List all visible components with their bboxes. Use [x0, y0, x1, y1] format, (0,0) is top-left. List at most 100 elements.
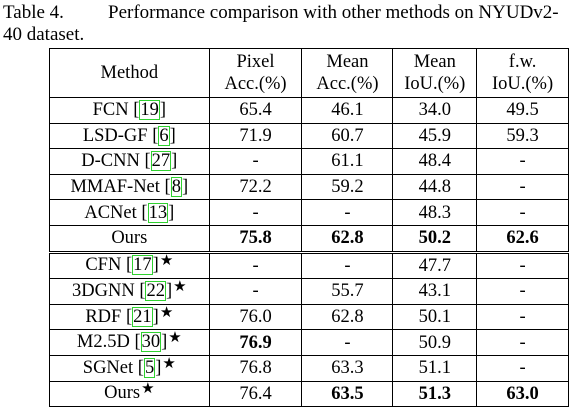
table-row: LSD-GF [6] 71.9 60.7 45.9 59.3: [49, 122, 569, 150]
method-name: D-CNN: [81, 151, 140, 172]
method-name: MMAF-Net: [70, 177, 160, 198]
value-cell: 63.0: [476, 380, 569, 408]
method-cell: FCN [19]: [49, 97, 210, 124]
method-name: 3DGNN: [71, 280, 135, 301]
method-name: FCN: [92, 100, 129, 121]
value-cell: 63.3: [301, 354, 394, 382]
header-row: Method Pixel Acc.(%) Mean Acc.(%) Mean IoU.…: [49, 48, 569, 98]
value-cell: 76.9: [208, 329, 303, 356]
method-name: Ours: [104, 383, 141, 404]
value-cell: 50.1: [392, 303, 478, 331]
caption-label: Table 4.: [3, 2, 64, 23]
value-cell: -: [476, 354, 569, 382]
value-cell: 62.8: [301, 303, 394, 331]
value-cell: 62.6: [476, 224, 569, 253]
citation-link[interactable]: 27: [150, 151, 172, 172]
method-cell: RDF [21]★: [49, 303, 210, 331]
value-cell: 62.8: [301, 224, 394, 253]
value-cell: 59.3: [476, 122, 569, 150]
value-cell: -: [208, 250, 303, 280]
star-icon: ★: [162, 355, 176, 372]
method-cell: D-CNN [27]: [49, 148, 210, 175]
star-icon: ★: [141, 381, 155, 398]
table-row: MMAF-Net [8] 72.2 59.2 44.8-: [49, 173, 569, 201]
value-cell: 50.2: [392, 224, 478, 253]
value-cell: 76.8: [208, 354, 303, 382]
value-cell: 72.2: [208, 173, 303, 201]
value-cell: 71.9: [208, 122, 303, 150]
method-cell: ACNet [13]: [49, 199, 210, 226]
method-cell: Ours★: [49, 380, 210, 408]
method-name: M2.5D: [76, 332, 130, 353]
value-cell: 63.5: [301, 380, 394, 408]
value-cell: 50.9: [392, 329, 478, 356]
value-cell: 46.1: [301, 97, 394, 124]
value-cell: -: [476, 148, 569, 175]
method-name: SGNet: [82, 357, 134, 378]
method-cell: 3DGNN [22]★: [49, 278, 210, 305]
table-row: D-CNN [27] -61.1 48.4-: [49, 148, 569, 175]
value-cell: 75.8: [208, 224, 303, 253]
value-cell: -: [476, 278, 569, 305]
header-fw-iou: f.w. IoU.(%): [476, 48, 569, 98]
value-cell: 48.4: [392, 148, 478, 175]
caption-text: Performance comparison with other method…: [3, 2, 559, 45]
value-cell: 48.3: [392, 199, 478, 226]
citation-link[interactable]: 6: [158, 125, 170, 146]
table-row: ACNet [13] - -48.3-: [49, 199, 569, 226]
table-row: FCN [19] 65.4 46.1 34.0 49.5: [49, 97, 569, 124]
table-caption: Table 4. Performance comparison with othe…: [3, 2, 569, 46]
comparison-table: Method Pixel Acc.(%) Mean Acc.(%) Mean IoU.…: [49, 48, 569, 408]
method-name: CFN: [85, 255, 122, 276]
method-name: ACNet: [84, 202, 137, 223]
citation-link[interactable]: 30: [140, 332, 162, 353]
value-cell: 51.1: [392, 354, 478, 382]
citation-link[interactable]: 8: [170, 177, 182, 198]
value-cell: -: [476, 250, 569, 280]
value-cell: 44.8: [392, 173, 478, 201]
value-cell: 61.1: [301, 148, 394, 175]
method-cell: M2.5D [30]★: [49, 329, 210, 356]
table-row: CFN [17]★ - -47.7-: [49, 250, 569, 280]
star-icon: ★: [173, 278, 187, 295]
value-cell: -: [208, 278, 303, 305]
value-cell: 43.1: [392, 278, 478, 305]
citation-link[interactable]: 5: [143, 357, 156, 378]
header-mean-acc: Mean Acc.(%): [301, 48, 394, 98]
method-name: Ours: [111, 228, 148, 249]
method-cell: LSD-GF [6]: [49, 122, 210, 150]
value-cell: 45.9: [392, 122, 478, 150]
value-cell: -: [301, 329, 394, 356]
value-cell: -: [476, 199, 569, 226]
value-cell: 47.7: [392, 250, 478, 280]
value-cell: -: [301, 199, 394, 226]
method-name: LSD-GF: [82, 125, 148, 146]
table-row: RDF [21]★ 76.0 62.8 50.1-: [49, 303, 569, 331]
value-cell: 60.7: [301, 122, 394, 150]
method-cell: CFN [17]★: [49, 250, 210, 280]
value-cell: -: [476, 329, 569, 356]
citation-link[interactable]: 17: [132, 255, 153, 276]
method-cell: Ours: [49, 224, 210, 253]
star-icon: ★: [159, 304, 174, 321]
header-mean-iou: Mean IoU.(%): [392, 48, 478, 98]
star-icon: ★: [159, 253, 174, 270]
value-cell: -: [301, 250, 394, 280]
value-cell: -: [476, 303, 569, 331]
value-cell: -: [208, 199, 303, 226]
table-row: Ours★ 76.4 63.5 51.3 63.0: [49, 380, 569, 408]
citation-link[interactable]: 19: [139, 100, 160, 121]
star-icon: ★: [168, 330, 182, 347]
table-row: M2.5D [30]★ 76.9-50.9-: [49, 329, 569, 356]
citation-link[interactable]: 22: [145, 280, 166, 301]
method-cell: MMAF-Net [8]: [49, 173, 210, 201]
value-cell: 34.0: [392, 97, 478, 124]
value-cell: 65.4: [208, 97, 303, 124]
citation-link[interactable]: 21: [132, 306, 153, 327]
citation-link[interactable]: 13: [147, 202, 169, 223]
value-cell: 49.5: [476, 97, 569, 124]
header-method: Method: [49, 48, 210, 98]
value-cell: 51.3: [392, 380, 478, 408]
table-row: 3DGNN [22]★ -55.7 43.1-: [49, 278, 569, 305]
method-name: RDF: [85, 306, 122, 327]
